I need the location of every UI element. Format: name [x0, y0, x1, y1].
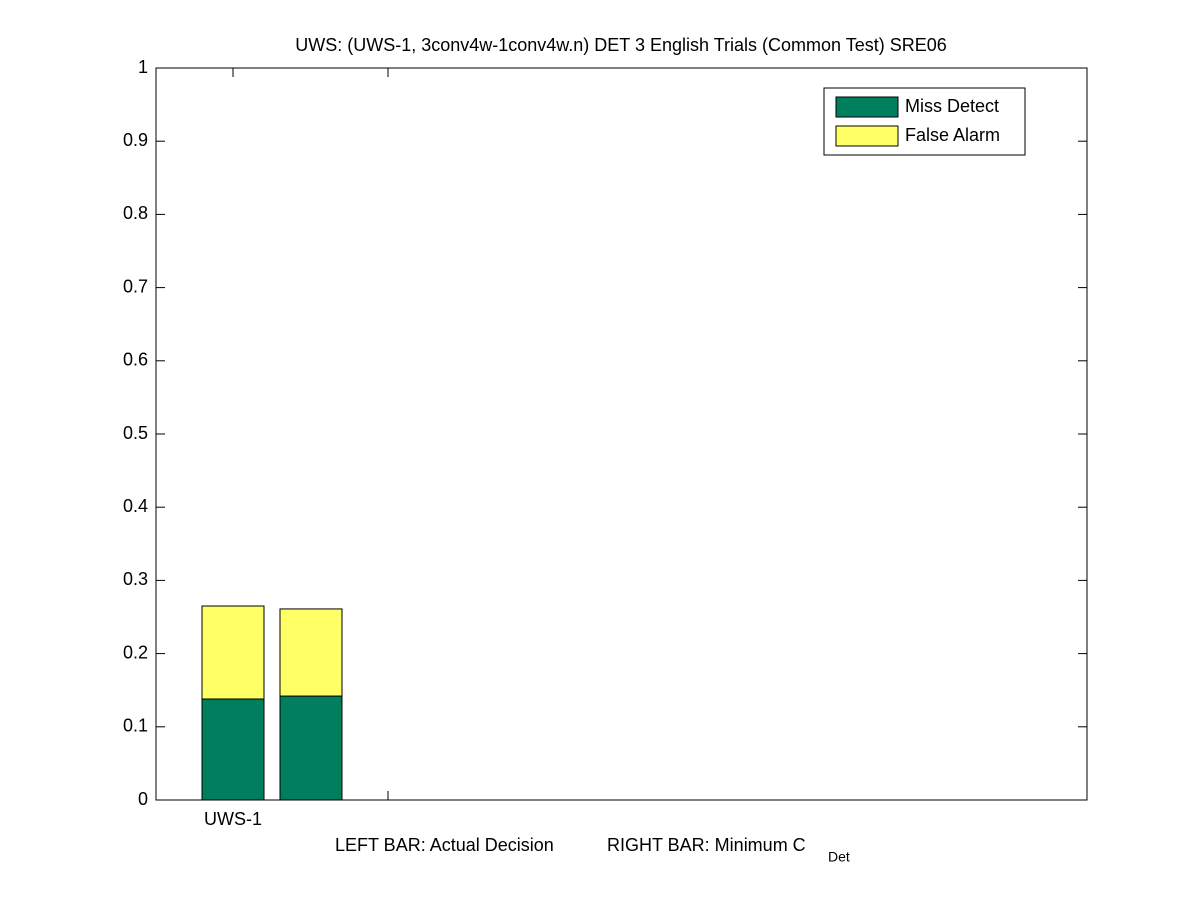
chart-title: UWS: (UWS-1, 3conv4w-1conv4w.n) DET 3 En… [295, 35, 947, 55]
y-tick-label: 0.7 [123, 276, 148, 296]
y-tick-label: 0.3 [123, 569, 148, 589]
legend-swatch [835, 125, 899, 147]
legend-swatch [835, 96, 899, 118]
y-tick-label: 0.1 [123, 716, 148, 736]
y-tick-label: 0.8 [123, 203, 148, 223]
x-label-right: RIGHT BAR: Minimum C [607, 835, 806, 855]
x-tick-label: UWS-1 [204, 809, 262, 829]
legend-label: Miss Detect [905, 96, 999, 116]
bar-segment [201, 605, 265, 700]
y-tick-label: 0.5 [123, 423, 148, 443]
bar-segment [201, 698, 265, 801]
bar-segment [279, 608, 343, 697]
y-tick-label: 0.9 [123, 130, 148, 150]
y-tick-label: 0.4 [123, 496, 148, 516]
y-tick-label: 0 [138, 789, 148, 809]
y-tick-label: 1 [138, 57, 148, 77]
y-tick-label: 0.2 [123, 642, 148, 662]
bar-segment [279, 695, 343, 801]
x-label-subscript: Det [828, 849, 850, 865]
legend-label: False Alarm [905, 125, 1000, 145]
x-label-left: LEFT BAR: Actual Decision [335, 835, 554, 855]
y-tick-label: 0.6 [123, 350, 148, 370]
